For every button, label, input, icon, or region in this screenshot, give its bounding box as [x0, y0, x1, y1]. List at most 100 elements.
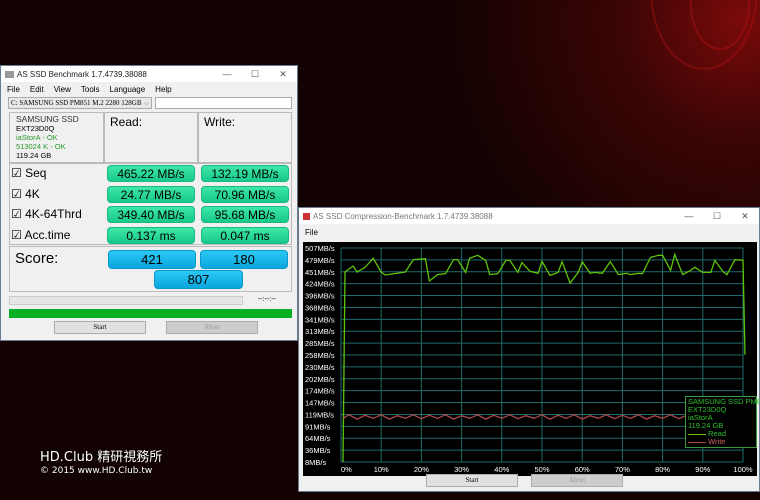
maximize-button[interactable]: ☐	[250, 68, 260, 79]
as-ssd-main-window: AS SSD Benchmark 1.7.4739.38088 — ☐ ✕ Fi…	[0, 65, 298, 341]
y-tick-label: 368MB/s	[305, 303, 335, 312]
y-tick-label: 8MB/s	[305, 458, 327, 467]
write-header-cell: Write:	[198, 112, 292, 163]
app-icon	[303, 212, 310, 220]
read-header-cell: Read:	[104, 112, 198, 163]
y-tick-label: 147MB/s	[305, 399, 335, 408]
series-line-read	[342, 252, 746, 463]
start-button[interactable]: Start	[54, 321, 146, 334]
drive-info-panel: SAMSUNG SSD EXT23D0Q iaStorA - OK 513024…	[9, 112, 104, 163]
y-tick-label: 64MB/s	[305, 434, 331, 443]
score-write: 180	[200, 250, 288, 269]
minimize-button[interactable]: —	[222, 69, 232, 79]
series-line-write	[342, 414, 744, 420]
start-button[interactable]: Start	[426, 474, 518, 487]
elapsed-time: --:--:--	[258, 296, 276, 303]
score-read: 421	[108, 250, 196, 269]
legend-firmware: EXT23D0Q	[688, 405, 727, 414]
watermark-line1: HD.Club 精研視務所	[40, 450, 163, 465]
chevron-down-icon: ⌵	[143, 98, 149, 108]
menu-language[interactable]: Language	[109, 84, 146, 94]
y-tick-label: 313MB/s	[305, 327, 335, 336]
menu-bar: File Edit View Tools Language Help	[1, 82, 297, 96]
title-bar: AS SSD Compression-Benchmark 1.7.4739.38…	[299, 208, 759, 224]
acc-time-read-value: 0.137 ms	[107, 227, 195, 244]
y-tick-label: 451MB/s	[305, 268, 335, 277]
app-icon	[5, 70, 14, 78]
menu-edit[interactable]: Edit	[29, 84, 44, 94]
acc-time-checkbox[interactable]: ☑ Acc.time	[11, 228, 71, 242]
overall-progress-bar	[9, 309, 292, 318]
title-bar: AS SSD Benchmark 1.7.4739.38088 — ☐ ✕	[1, 66, 297, 82]
x-tick-label: 20%	[414, 465, 429, 474]
overall-progress-fill	[9, 309, 292, 318]
x-tick-label: 0%	[341, 465, 352, 474]
drive-select[interactable]: C: SAMSUNG SSD PM851 M.2 2280 128GB ⌵	[8, 97, 152, 109]
seq-write-value: 132.19 MB/s	[201, 165, 289, 182]
y-tick-label: 91MB/s	[305, 422, 331, 431]
legend-write: Write	[688, 438, 754, 446]
4k-write-value: 70.96 MB/s	[201, 186, 289, 203]
seq-read-value: 465.22 MB/s	[107, 165, 195, 182]
legend-driver: iaStorA	[688, 413, 713, 422]
drive-firmware: EXT23D0Q	[16, 124, 55, 133]
y-tick-label: 424MB/s	[305, 280, 335, 289]
menu-file[interactable]: File	[305, 228, 318, 237]
menu-bar: File	[299, 224, 759, 241]
4k-checkbox[interactable]: ☑ 4K	[11, 187, 40, 201]
score-label: Score:	[15, 250, 59, 267]
x-tick-label: 30%	[454, 465, 469, 474]
y-tick-label: 36MB/s	[305, 446, 331, 455]
menu-tools[interactable]: Tools	[80, 84, 100, 94]
window-title: AS SSD Compression-Benchmark 1.7.4739.38…	[313, 211, 493, 221]
x-tick-label: 80%	[655, 465, 670, 474]
y-tick-label: 230MB/s	[305, 363, 335, 372]
x-tick-label: 50%	[534, 465, 549, 474]
x-tick-label: 10%	[374, 465, 389, 474]
watermark-line2: © 2015 www.HD.Club.tw	[40, 466, 153, 476]
seq-checkbox[interactable]: ☑ Seq	[11, 166, 47, 180]
window-title: AS SSD Benchmark 1.7.4739.38088	[17, 69, 147, 79]
driver-status: iaStorA - OK	[16, 133, 58, 142]
menu-view[interactable]: View	[53, 84, 71, 94]
close-button[interactable]: ✕	[279, 68, 287, 79]
compression-chart: 507MB/s 479MB/s 451MB/s 424MB/s 396MB/s 368MB…	[303, 242, 757, 476]
x-tick-label: 70%	[615, 465, 630, 474]
compression-benchmark-window: AS SSD Compression-Benchmark 1.7.4739.38…	[298, 207, 760, 492]
abort-button[interactable]: Abort	[531, 474, 623, 487]
path-input[interactable]	[155, 97, 292, 109]
x-tick-label: 60%	[575, 465, 590, 474]
close-button[interactable]: ✕	[741, 210, 749, 221]
maximize-button[interactable]: ☐	[712, 210, 722, 221]
4k-read-value: 24.77 MB/s	[107, 186, 195, 203]
abort-button[interactable]: Abort	[166, 321, 258, 334]
x-tick-label: 90%	[695, 465, 710, 474]
legend-model: SAMSUNG SSD PM851	[688, 397, 760, 406]
minimize-button[interactable]: —	[684, 211, 694, 221]
y-tick-label: 285MB/s	[305, 339, 335, 348]
legend-read: Read	[688, 430, 754, 438]
drive-size: 119.24 GB	[16, 151, 52, 160]
menu-help[interactable]: Help	[155, 84, 172, 94]
y-tick-label: 479MB/s	[305, 256, 335, 265]
drive-model: SAMSUNG SSD	[16, 114, 79, 124]
legend-size: 119.24 GB	[688, 421, 724, 430]
y-tick-label: 258MB/s	[305, 351, 335, 360]
4k-64thrd-read-value: 349.40 MB/s	[107, 206, 195, 223]
y-tick-label: 202MB/s	[305, 375, 335, 384]
score-total: 807	[154, 270, 243, 289]
x-tick-label: 40%	[494, 465, 509, 474]
4k-64thrd-checkbox[interactable]: ☑ 4K-64Thrd	[11, 207, 82, 221]
read-header: Read:	[110, 115, 143, 129]
alignment-status: 513024 K - OK	[16, 142, 66, 151]
4k-64thrd-write-value: 95.68 MB/s	[201, 206, 289, 223]
acc-time-write-value: 0.047 ms	[201, 227, 289, 244]
write-header: Write:	[204, 115, 236, 129]
task-progress-bar	[9, 296, 243, 305]
y-tick-label: 174MB/s	[305, 387, 335, 396]
chart-legend: SAMSUNG SSD PM851 EXT23D0Q iaStorA 119.2…	[685, 396, 760, 448]
y-tick-label: 396MB/s	[305, 292, 335, 301]
y-tick-label: 507MB/s	[305, 244, 335, 253]
menu-file[interactable]: File	[7, 84, 20, 94]
x-tick-label: 100%	[733, 465, 753, 474]
